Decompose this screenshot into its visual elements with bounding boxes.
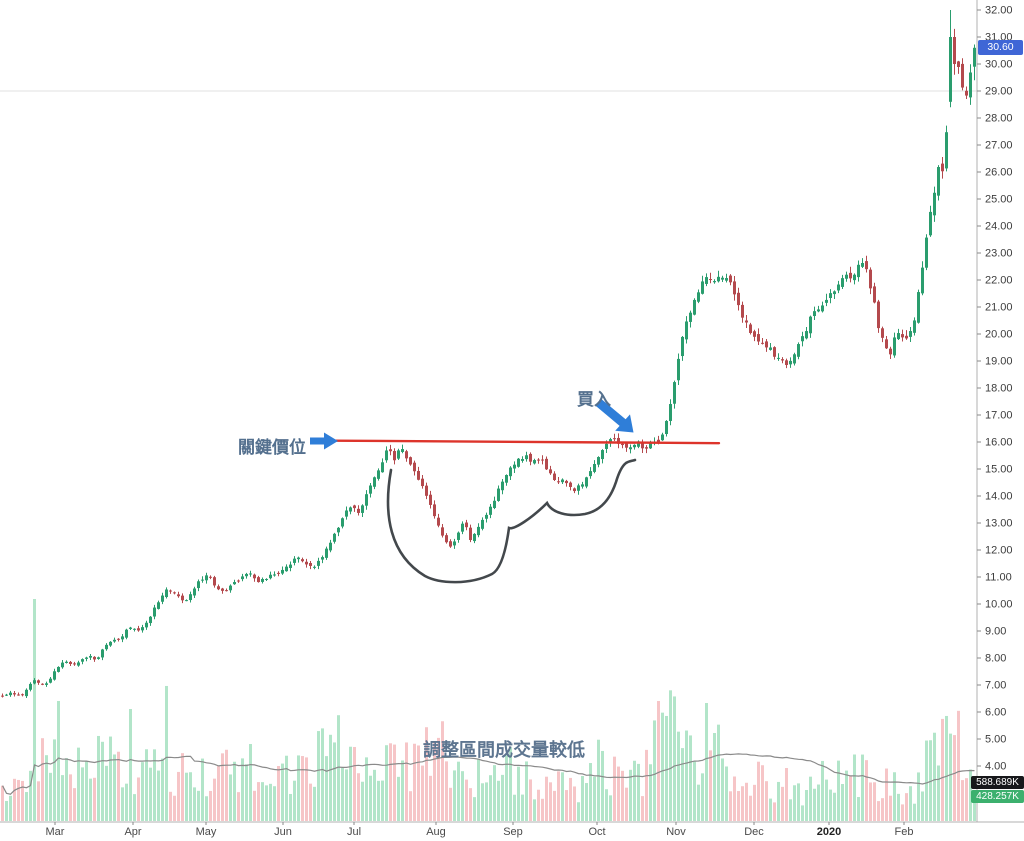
- time-axis-label: Sep: [503, 826, 523, 838]
- price-axis-label: 19.00: [985, 356, 1013, 368]
- time-axis-label: Nov: [666, 826, 686, 838]
- candlesticks: [1, 10, 976, 699]
- price-axis-label: 15.00: [985, 464, 1013, 476]
- price-axis-label: 26.00: [985, 167, 1013, 179]
- price-axis-label: 9.00: [985, 626, 1006, 638]
- cup-pattern-outline-icon[interactable]: [386, 458, 637, 584]
- price-axis-label: 22.00: [985, 275, 1013, 287]
- price-axis-label: 16.00: [985, 437, 1013, 449]
- price-axis-label: 6.00: [985, 707, 1006, 719]
- price-axis-label: 32.00: [985, 5, 1013, 17]
- price-axis-label: 29.00: [985, 86, 1013, 98]
- price-axis-label: 25.00: [985, 194, 1013, 206]
- time-axis-label: Feb: [895, 826, 914, 838]
- price-axis-label: 24.00: [985, 221, 1013, 233]
- price-axis-label: 13.00: [985, 518, 1013, 530]
- low-volume-note-label: 調整區間成交量較低: [423, 740, 585, 761]
- time-axis-label: Aug: [426, 826, 446, 838]
- volume-ma-line: [1, 753, 975, 795]
- key-level-arrow-icon[interactable]: [310, 432, 338, 450]
- time-axis-label: Dec: [744, 826, 764, 838]
- buy-arrow-icon[interactable]: [595, 398, 634, 433]
- buy-label: 買入: [577, 390, 611, 410]
- price-axis-label: 20.00: [985, 329, 1013, 341]
- price-axis-label: 30.00: [985, 59, 1013, 71]
- price-axis-label: 14.00: [985, 491, 1013, 503]
- price-axis-label: 8.00: [985, 653, 1006, 665]
- price-axis-label: 4.00: [985, 761, 1006, 773]
- time-axis-label: 2020: [817, 826, 841, 838]
- time-axis-label: Jun: [274, 826, 292, 838]
- price-axis-label: 27.00: [985, 140, 1013, 152]
- price-axis-label: 23.00: [985, 248, 1013, 260]
- time-axis-label: Apr: [124, 826, 141, 838]
- annotation-drawings: [310, 398, 721, 584]
- price-axis-label: 5.00: [985, 734, 1006, 746]
- time-axis-label: Mar: [46, 826, 65, 838]
- volume-ma-badge: 588.689K: [971, 776, 1024, 789]
- key-level-label: 關鍵價位: [238, 438, 306, 458]
- price-axis-label: 21.00: [985, 302, 1013, 314]
- time-axis-label: Oct: [588, 826, 605, 838]
- price-axis-label: 28.00: [985, 113, 1013, 125]
- volume-bars: [1, 599, 976, 821]
- price-axis-label: 12.00: [985, 545, 1013, 557]
- last-price-badge: 30.60: [978, 40, 1023, 55]
- price-axis-label: 7.00: [985, 680, 1006, 692]
- time-axis-label: May: [196, 826, 217, 838]
- time-axis-label: Jul: [347, 826, 361, 838]
- price-axis-label: 17.00: [985, 410, 1013, 422]
- price-axis-label: 10.00: [985, 599, 1013, 611]
- last-volume-badge: 428.257K: [971, 790, 1024, 803]
- price-axis-label: 18.00: [985, 383, 1013, 395]
- key-level-line[interactable]: [330, 439, 721, 445]
- price-axis-label: 11.00: [985, 572, 1012, 584]
